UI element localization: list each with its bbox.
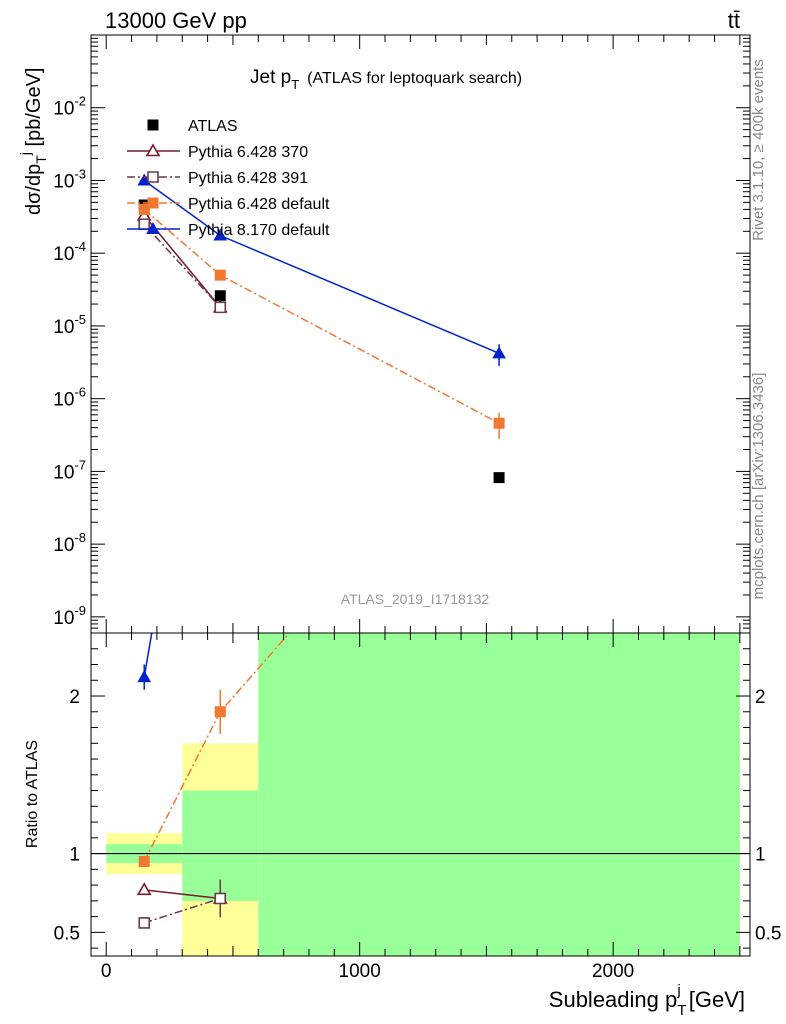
ratio-line-pythia-8-170-default	[143, 633, 153, 678]
ratio-x-tick-label: 0	[101, 961, 112, 982]
ratio-point-pythia-6-428-default	[138, 855, 150, 867]
ratio-point-pythia-6-428-370	[136, 882, 152, 896]
main-line-pythia-6-428-default	[143, 208, 500, 424]
legend-item-pythia-6-428-391: Pythia 6.428 391	[127, 170, 308, 187]
main-point-pythia-6-428-default	[493, 417, 505, 429]
main-axes	[91, 34, 750, 634]
ratio-point-pythia-6-428-391	[138, 917, 151, 929]
legend-label-pythia-8-170-default: Pythia 8.170 default	[188, 222, 330, 239]
ratio-point-pythia-8-170-default	[137, 670, 152, 683]
main-title: Jet pT (ATLAS for leptoquark search)	[250, 67, 522, 92]
main-tick-labels: 10-9 10-8 10-7 10-6 10-5 10-4 10-3 10-2	[53, 94, 86, 629]
ratio-y-tick-label-right: 0.5	[755, 923, 781, 944]
ratio-xlabel: Subleading pTj [GeV]	[549, 982, 745, 1019]
legend-marker-pythia-6-428-default	[147, 197, 159, 209]
legend: ATLAS Pythia 6.428 370 Pythia 6.428 391 Pyt…	[127, 118, 330, 239]
main-ylabel: dσ/dpTj [pb/GeV]	[17, 68, 49, 215]
y-tick-label: 10-2	[53, 94, 86, 120]
ratio-line-pythia-6-428-391	[143, 897, 221, 924]
ratio-tick-labels: 0.5 0.5 1 1 2 2 0 1000 2000	[54, 632, 781, 982]
y-tick-label: 10-7	[53, 457, 86, 483]
main-line-pythia-6-428-391	[143, 223, 221, 308]
legend-item-pythia-6-428-default: Pythia 6.428 default	[127, 196, 330, 213]
ratio-x-tick-label: 2000	[592, 961, 634, 982]
main-point-pythia-6-428-391	[214, 301, 227, 314]
ratio-frame	[90, 632, 751, 957]
legend-label-pythia-6-428-default: Pythia 6.428 default	[188, 196, 330, 213]
main-point-pythia-8-170-default	[492, 346, 506, 359]
main-point-pythia-6-428-default	[214, 269, 226, 281]
ratio-bands	[91, 633, 750, 956]
ratio-x-tick-label: 1000	[339, 961, 381, 982]
legend-marker-pythia-6-428-391	[147, 171, 159, 183]
legend-marker-atlas	[147, 119, 159, 131]
main-point-atlas	[214, 290, 226, 302]
ratio-y-tick-label: 2	[69, 687, 80, 708]
legend-item-pythia-8-170-default: Pythia 8.170 default	[127, 221, 330, 239]
legend-marker-pythia-6-428-370	[145, 143, 161, 157]
legend-label-pythia-6-428-391: Pythia 6.428 391	[188, 170, 308, 187]
main-series-lines	[143, 179, 500, 424]
legend-item-pythia-6-428-370: Pythia 6.428 370	[127, 143, 308, 161]
rivet-label: Rivet 3.1.10, ≥ 400k events	[750, 59, 767, 241]
main-panel: 10-9 10-8 10-7 10-6 10-5 10-4 10-3 10-2 Jet pT (…	[17, 34, 751, 634]
mcplots-label: mcplots.cern.ch [arXiv:1306.3436]	[750, 373, 767, 600]
ratio-series-marks	[136, 664, 228, 929]
legend-item-atlas: ATLAS	[147, 118, 238, 135]
ratio-y-tick-label: 0.5	[54, 923, 80, 944]
main-point-atlas	[493, 472, 505, 484]
y-tick-label: 10-9	[53, 603, 86, 629]
process-label: tt̄	[728, 8, 740, 33]
y-tick-label: 10-5	[53, 312, 86, 338]
y-tick-label: 10-3	[53, 166, 86, 192]
ratio-y-tick-label-right: 1	[755, 845, 766, 866]
ratio-point-pythia-6-428-391	[214, 892, 227, 905]
main-title-note: (ATLAS for leptoquark search)	[307, 70, 522, 87]
ratio-y-tick-label-right: 2	[755, 687, 766, 708]
main-point-pythia-6-428-default	[138, 203, 150, 215]
main-title-text: Jet p	[250, 67, 291, 88]
y-tick-label: 10-8	[53, 530, 86, 556]
main-point-pythia-8-170-default	[213, 228, 228, 241]
legend-label-pythia-6-428-370: Pythia 6.428 370	[188, 144, 308, 161]
ratio-line-pythia-6-428-370	[144, 889, 221, 900]
ratio-panel: 0.5 0.5 1 1 2 2 0 1000 2000 Ratio to ATLAS Suble…	[24, 632, 781, 1019]
analysis-id: ATLAS_2019_I1718132	[341, 591, 490, 607]
energy-label: 13000 GeV pp	[105, 8, 247, 33]
y-tick-label: 10-6	[53, 385, 86, 411]
main-point-pythia-6-428-391	[138, 218, 151, 231]
ratio-y-tick-label: 1	[69, 845, 80, 866]
ratio-band-inner-2	[258, 633, 740, 956]
ratio-point-pythia-6-428-default	[214, 706, 226, 718]
ratio-ylabel: Ratio to ATLAS	[24, 740, 41, 848]
legend-label-atlas: ATLAS	[188, 118, 238, 135]
main-title-sub: T	[291, 77, 299, 92]
main-series-marks	[136, 173, 506, 484]
legend-marker-pythia-8-170-default	[146, 221, 160, 234]
y-tick-label: 10-4	[53, 239, 86, 265]
